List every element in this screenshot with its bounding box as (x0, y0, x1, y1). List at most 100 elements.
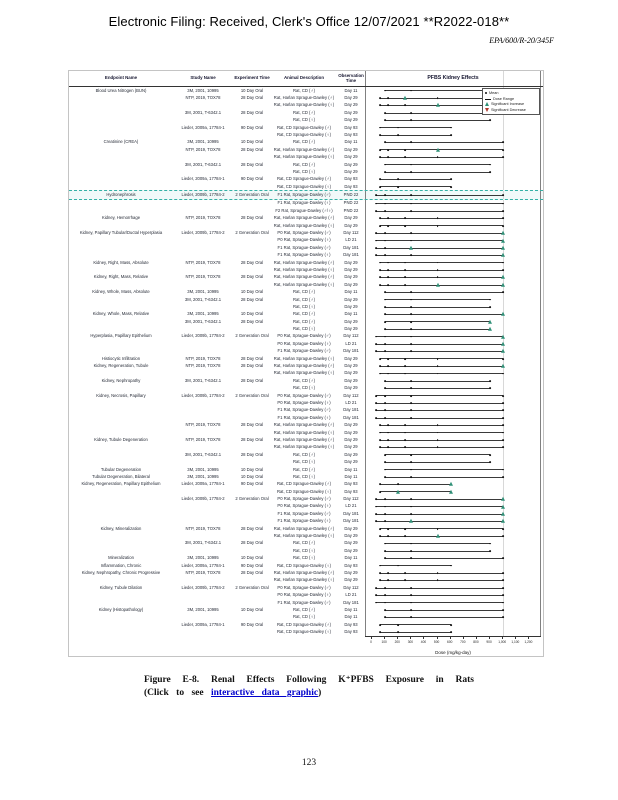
endpoint-cell (69, 503, 173, 510)
significant-increase-marker (501, 363, 506, 368)
table-row: Creatinine (CREA) 3M, 2001, 10995 10 Day O… (69, 138, 543, 147)
study-cell: Lieder, 2009b, 17784-2 (181, 230, 225, 236)
mean-dot (384, 291, 387, 294)
observation-time-cell: Day 29 (344, 540, 358, 546)
dose-range-line (385, 164, 491, 165)
observation-time-cell: Day 11 (344, 555, 358, 561)
mean-dot (410, 557, 413, 560)
mean-dot (379, 424, 382, 427)
column-header-animal: Animal Description (283, 75, 324, 81)
dose-range-line (375, 203, 504, 204)
experiment-time-cell (233, 281, 271, 288)
mean-dot (502, 357, 505, 360)
mean-dot (403, 357, 406, 360)
experiment-time-cell: 2 Generation Oral (235, 192, 269, 198)
study-cell (173, 399, 233, 406)
mean-dot (502, 616, 505, 619)
mean-dot (375, 409, 377, 412)
dose-plot-cell (365, 214, 541, 223)
table-row: Rat, CD (♀) Day 29 (69, 168, 543, 176)
dose-plot-cell (365, 488, 541, 496)
legend-item: Significant Increase (485, 102, 537, 108)
observation-time-cell: PND 22 (343, 207, 359, 213)
animal-description-cell: Rat, Harlan Sprague-Dawley (♀) (273, 429, 335, 435)
table-row: Kidney, Nephropathy 3M, 2001, T-6342.1 28 … (69, 377, 543, 385)
table-row: P0 Rat, Sprague-Dawley (♀) LD 21 (69, 340, 543, 348)
mean-dot (489, 550, 491, 552)
mean-dot (375, 239, 377, 242)
experiment-time-cell: 28 Day Oral (240, 161, 264, 167)
mean-dot (410, 350, 413, 353)
animal-description-cell: Rat, CD (♀) (293, 555, 315, 561)
experiment-time-cell: 2 Generation Oral (235, 584, 269, 590)
dose-range-line (380, 432, 504, 433)
mean-dot (403, 156, 406, 159)
mean-dot (502, 446, 505, 449)
mean-dot (387, 156, 390, 159)
mean-dot (375, 498, 377, 501)
mean-dot (436, 224, 439, 227)
mean-dot (379, 527, 382, 530)
axis-tick (462, 636, 464, 639)
mean-dot (384, 513, 387, 515)
mean-dot (410, 313, 413, 316)
significant-increase-marker (501, 282, 506, 287)
endpoint-cell: Hydronephrosis (106, 192, 136, 198)
endpoint-cell: Blood Urea Nitrogen (BUN) (95, 87, 147, 93)
animal-description-cell: Rat, CD (♂) (293, 606, 315, 612)
observation-time-cell: Day 112 (343, 230, 359, 236)
mean-dot (436, 97, 439, 99)
experiment-time-cell (233, 629, 271, 636)
table-row: Kidney, Right, Mass, Relative NTP, 2019, … (69, 273, 543, 282)
mean-dot (502, 431, 505, 434)
study-cell: 3M, 2001, T-6342.1 (184, 540, 222, 546)
dose-plot-cell (365, 207, 541, 215)
interactive-data-graphic-link[interactable]: interactive data graphic (210, 688, 319, 698)
mean-dot (436, 431, 439, 434)
animal-description-cell: P0 Rat, Sprague-Dawley (♂) (277, 230, 331, 236)
experiment-time-cell (233, 154, 271, 161)
dose-plot-cell (365, 325, 541, 333)
mean-dot (449, 631, 452, 634)
endpoint-cell (69, 540, 173, 547)
table-row: Rat, CD Sprague-Dawley (♀) Day 93 (69, 628, 543, 636)
animal-description-cell: Rat, Harlan Sprague-Dawley (♀) (273, 355, 335, 361)
study-cell (173, 183, 233, 190)
axis-tick-label: 0 (370, 639, 372, 644)
dose-range-line (385, 314, 504, 315)
study-cell (173, 488, 233, 495)
mean-dot (489, 387, 491, 390)
mean-dot (375, 513, 377, 515)
mean-dot (489, 306, 491, 308)
dose-range-line (385, 328, 491, 330)
significant-increase-marker (501, 245, 506, 250)
animal-description-cell: Rat, Harlan Sprague-Dawley (♂) (273, 274, 335, 280)
mean-dot (387, 424, 390, 427)
animal-description-cell: Rat, Harlan Sprague-Dawley (♂) (273, 436, 335, 442)
experiment-time-cell (233, 222, 271, 229)
dose-plot-cell (365, 362, 541, 370)
animal-description-cell: Rat, CD (♂) (293, 377, 315, 383)
mean-dot (502, 535, 505, 538)
table-row: Kidney, Regeneration, Tubule NTP, 2019, T… (69, 362, 543, 370)
dose-plot-cell (365, 480, 541, 489)
study-cell (173, 599, 233, 606)
mean-dot (375, 343, 377, 345)
animal-description-cell: F1 Rat, Sprague-Dawley (♀) (277, 518, 331, 524)
study-cell (173, 547, 233, 554)
animal-description-cell: Rat, CD (♂) (293, 451, 315, 457)
experiment-time-cell (233, 592, 271, 599)
mean-dot (502, 194, 505, 197)
dose-range-line (379, 179, 451, 180)
animal-description-cell: Rat, CD (♀) (293, 473, 315, 479)
observation-time-cell: Day 29 (344, 146, 358, 152)
animal-description-cell: Rat, CD (♀) (293, 614, 315, 620)
column-header-endpoint: Endpoint Name (104, 75, 138, 81)
table-row: 3M, 2001, T-6342.1 28 Day Oral Rat, CD (♂)… (69, 295, 543, 304)
significant-increase-marker (409, 519, 414, 524)
endpoint-cell (69, 459, 173, 466)
animal-description-cell: Rat, Harlan Sprague-Dawley (♂) (273, 94, 335, 100)
observation-time-cell: Day 29 (344, 102, 358, 108)
table-row: Rat, CD (♀) Day 29 (69, 325, 543, 333)
dose-plot-cell (365, 621, 541, 629)
